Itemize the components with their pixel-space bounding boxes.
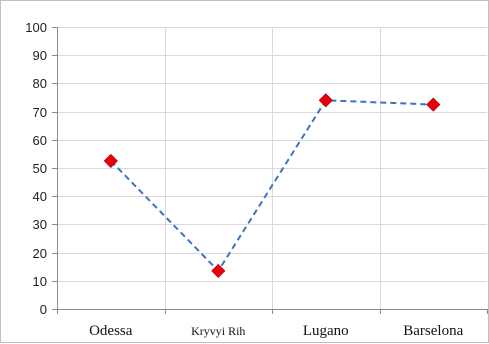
y-tick-labels: 0 10 20 30 40 50 60 70 80 90 100 bbox=[25, 20, 47, 317]
y-tick-label: 0 bbox=[40, 302, 47, 317]
data-point bbox=[211, 263, 226, 278]
x-tick-labels: Odessa Kryvyi Rih Lugano Barselona bbox=[89, 323, 463, 339]
y-tick-label: 80 bbox=[33, 76, 47, 91]
y-tick-label: 50 bbox=[33, 161, 47, 176]
x-tick-label: Barselona bbox=[403, 323, 463, 339]
y-tick-label: 90 bbox=[33, 48, 47, 63]
x-tick-label: Kryvyi Rih bbox=[191, 324, 245, 338]
y-tick-label: 20 bbox=[33, 246, 47, 261]
series bbox=[103, 93, 441, 278]
grid bbox=[57, 27, 487, 309]
x-tick-label: Lugano bbox=[303, 323, 349, 339]
data-point bbox=[318, 93, 333, 108]
y-tick-label: 40 bbox=[33, 189, 47, 204]
y-tick-label: 10 bbox=[33, 274, 47, 289]
axes bbox=[52, 27, 488, 314]
y-tick-label: 30 bbox=[33, 217, 47, 232]
y-tick-label: 100 bbox=[25, 20, 47, 35]
data-point bbox=[426, 97, 441, 112]
x-tick-label: Odessa bbox=[89, 323, 133, 339]
series-line bbox=[110, 99, 434, 273]
data-point bbox=[103, 153, 118, 168]
y-tick-label: 70 bbox=[33, 105, 47, 120]
y-tick-label: 60 bbox=[33, 133, 47, 148]
